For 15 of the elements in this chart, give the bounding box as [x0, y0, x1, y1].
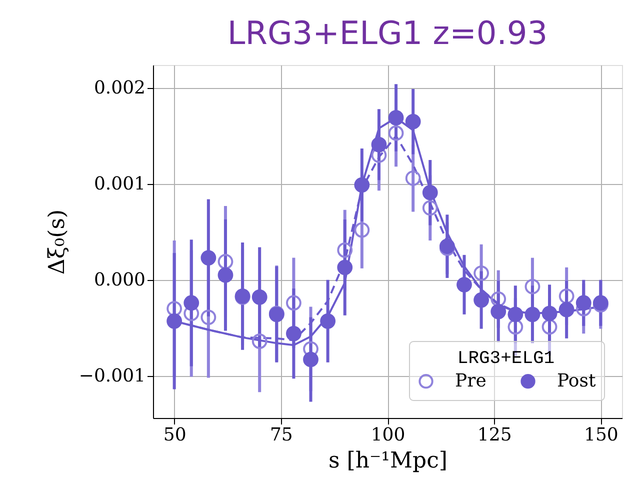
- x-tick-label: 75: [270, 424, 293, 446]
- legend-label: Pre: [455, 370, 486, 392]
- legend-label: Post: [557, 370, 596, 392]
- chart-title: LRG3+ELG1 z=0.93: [227, 14, 548, 52]
- legend-title: LRG3+ELG1: [457, 349, 555, 369]
- x-tick-label: 125: [477, 424, 512, 446]
- x-tick-label: 50: [163, 424, 186, 446]
- y-tick-label: 0.002: [94, 78, 146, 99]
- x-tick-label: 100: [370, 424, 406, 446]
- x-axis-title: s [h⁻¹Mpc]: [328, 448, 448, 474]
- y-tick-label: −0.001: [78, 365, 146, 386]
- y-tick-label: 0.001: [94, 173, 146, 194]
- y-axis-title: Δξ₀(s): [44, 209, 70, 275]
- x-tick-label: 150: [584, 424, 618, 446]
- y-tick-label: 0.000: [94, 269, 146, 290]
